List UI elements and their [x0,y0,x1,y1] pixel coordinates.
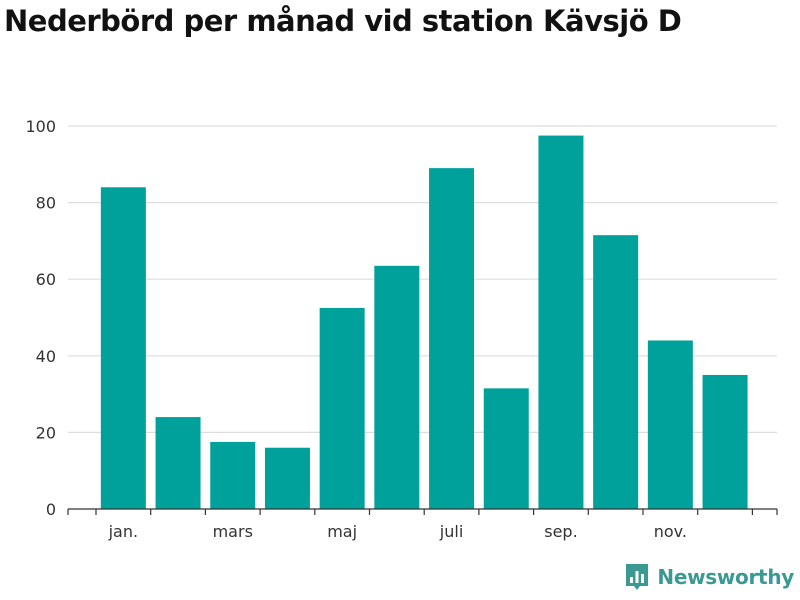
x-tick-label: nov. [654,522,687,541]
bar-nov [647,340,693,509]
chart-title: Nederbörd per månad vid station Kävsjö D [4,4,682,38]
x-tick-label: juli [439,522,463,541]
bar-maj [319,307,365,509]
y-tick-label: 20 [36,423,56,442]
x-tick-label: sep. [544,522,577,541]
y-tick-label: 100 [25,117,56,136]
bar-okt [593,235,639,509]
x-tick-label: maj [327,522,357,541]
bar-juni [374,265,420,509]
x-tick-label: mars [213,522,253,541]
bar-feb [155,417,201,509]
brand-name: Newsworthy [657,565,794,589]
bar-sep [538,135,584,509]
y-tick-label: 0 [46,500,56,519]
bar-mars [210,441,256,509]
bar-apr [264,447,310,509]
bars [100,135,748,509]
brand-logo: Newsworthy [624,562,794,592]
bar-chart-badge-icon [626,564,649,590]
x-axis-labels: jan. mars maj juli sep. nov. [108,522,687,541]
x-axis-ticks [67,509,778,515]
x-tick-label: jan. [108,522,138,541]
bar-jan [100,187,146,509]
bar-dec [702,374,748,509]
bar-aug [483,388,529,509]
y-axis-labels: 0 20 40 60 80 100 [25,117,56,519]
y-tick-label: 60 [36,270,56,289]
y-tick-label: 80 [36,194,56,213]
y-tick-label: 40 [36,347,56,366]
bar-juli [429,168,475,509]
